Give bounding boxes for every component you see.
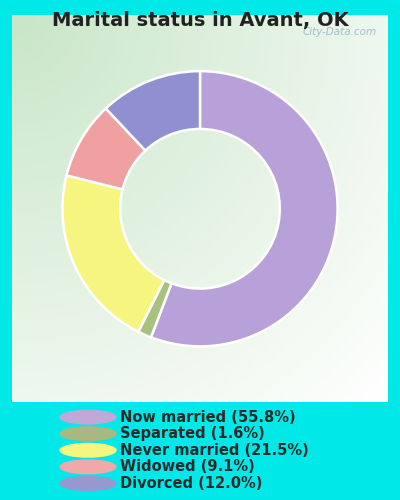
Circle shape (60, 444, 116, 457)
Wedge shape (138, 280, 172, 338)
Text: City-Data.com: City-Data.com (302, 26, 377, 36)
Wedge shape (106, 71, 200, 150)
Text: Marital status in Avant, OK: Marital status in Avant, OK (52, 11, 348, 30)
Circle shape (60, 476, 116, 490)
Text: Now married (55.8%): Now married (55.8%) (120, 410, 296, 424)
Text: Never married (21.5%): Never married (21.5%) (120, 443, 309, 458)
Text: Separated (1.6%): Separated (1.6%) (120, 426, 265, 441)
Circle shape (60, 410, 116, 424)
Wedge shape (66, 108, 145, 190)
Text: Widowed (9.1%): Widowed (9.1%) (120, 460, 255, 474)
Circle shape (60, 460, 116, 473)
Wedge shape (62, 176, 164, 332)
Text: Divorced (12.0%): Divorced (12.0%) (120, 476, 262, 491)
Wedge shape (151, 71, 338, 346)
Circle shape (60, 427, 116, 440)
